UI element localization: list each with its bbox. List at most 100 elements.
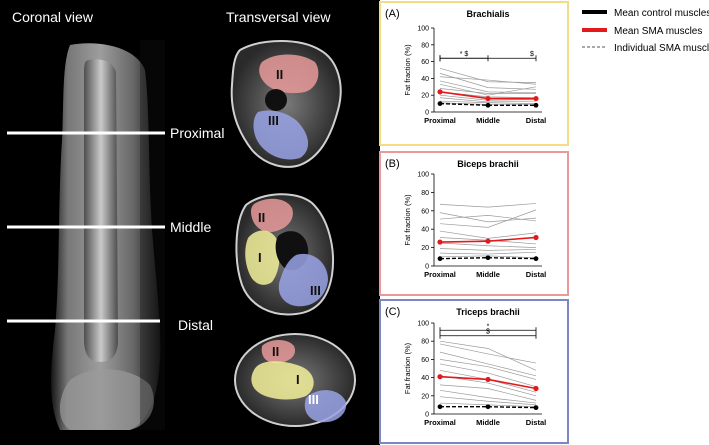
individual-sma-line [439,248,537,251]
y-axis-label: Fat fraction (%) [403,194,412,246]
panel-a-frame [379,1,569,146]
muscle-label-biceps-proximal: II [276,67,283,82]
mean-control-point [437,256,443,262]
y-tick-label: 0 [425,110,429,117]
y-tick-label: 20 [421,393,429,400]
individual-sma-line [439,67,537,83]
mean-control-point [437,101,443,106]
y-tick-label: 80 [421,339,429,346]
y-tick-label: 0 [425,264,429,271]
y-tick-label: 40 [421,375,429,382]
individual-sma-line [439,215,537,222]
individual-sma-line [439,396,537,406]
mean-control-point [533,256,539,262]
axial-slice-middle: II I III [235,193,334,316]
mean-control-point [533,405,539,411]
x-tick-label: Middle [476,418,500,427]
muscle-label-triceps-distal: III [308,392,319,407]
level-label-middle: Middle [170,219,211,235]
mean-sma-point [437,239,443,245]
mean-control-point [533,102,539,108]
axial-slice-proximal: II III [230,40,342,168]
mean-sma-point [437,89,443,95]
significance-label: $ [486,329,490,336]
individual-sma-line [439,351,537,377]
individual-sma-line [439,83,537,96]
y-axis-label: Fat fraction (%) [403,342,412,394]
y-tick-label: 100 [417,26,429,33]
axial-slice-distal: II I III [234,333,356,427]
panel-c: (C) Triceps brachii 0 20 40 60 80 100 Fat fracti… [379,299,569,444]
significance-label: $ [530,51,534,58]
y-tick-label: 100 [417,172,429,179]
y-tick-label: 0 [425,412,429,419]
y-tick-label: 80 [421,42,429,49]
individual-sma-line [439,242,537,248]
muscle-label-biceps-distal: II [272,344,279,359]
coronal-image [51,40,165,430]
individual-sma-line [439,76,537,85]
x-tick-label: Distal [526,116,546,125]
mean-sma-point [485,238,491,244]
mean-sma-point [485,95,491,102]
legend: Mean control muscles Mean SMA muscles In… [582,8,709,54]
x-tick-label: Middle [476,270,500,279]
y-tick-label: 20 [421,93,429,100]
legend-label-individual: Individual SMA muscles [614,43,709,54]
level-label-distal: Distal [178,317,213,333]
individual-sma-line [439,340,537,371]
individual-sma-line [439,363,537,388]
mean-sma-point [485,376,491,383]
coronal-view-title: Coronal view [12,9,94,25]
panel-c-letter: (C) [385,306,400,318]
individual-sma-line [439,80,537,94]
x-tick-label: Proximal [424,418,456,427]
individual-sma-line [439,100,537,104]
panel-b-letter: (B) [385,158,400,170]
muscle-label-triceps-middle: III [310,283,321,298]
mean-control-point [485,102,491,108]
panel-a-title: Brachialis [466,9,509,19]
y-tick-label: 80 [421,190,429,197]
significance-label: * [487,323,490,330]
y-tick-label: 100 [417,321,429,328]
x-tick-label: Proximal [424,270,456,279]
muscle-label-biceps-middle: II [258,210,265,225]
individual-sma-line [439,389,537,404]
mri-panel: Coronal view Transversal view Proximal M… [0,0,380,445]
individual-sma-line [439,384,537,401]
panel-c-frame [379,299,569,444]
individual-sma-line [439,209,537,228]
panel-a: (A) Brachialis 0 20 40 60 80 100 Fat fraction (%… [379,1,569,146]
y-tick-label: 40 [421,227,429,234]
individual-sma-line [439,359,537,380]
panel-b-frame [379,151,569,296]
mean-sma-point [533,385,539,392]
panel-a-letter: (A) [385,8,400,20]
muscle-label-triceps-proximal: III [268,113,279,128]
legend-label-sma: Mean SMA muscles [614,26,702,37]
y-tick-label: 60 [421,59,429,66]
mean-control-point [485,255,491,261]
y-tick-label: 60 [421,208,429,215]
transversal-view-title: Transversal view [226,9,331,25]
chart-panels: (A) Brachialis 0 20 40 60 80 100 Fat fraction (%… [379,1,569,444]
individual-sma-line [439,343,537,364]
legend-label-control: Mean control muscles [614,8,709,19]
x-tick-label: Distal [526,418,546,427]
individual-sma-line [439,203,537,208]
individual-sma-line [439,230,537,239]
significance-label: * $ [460,51,469,58]
mean-sma-point [533,234,539,241]
mean-sma-point [437,374,443,380]
panel-c-title: Triceps brachii [456,307,520,317]
mean-sma-point [533,95,539,102]
muscle-label-brachialis-middle: I [258,250,262,265]
individual-sma-line [439,97,537,103]
individual-sma-line [439,88,536,94]
y-tick-label: 40 [421,76,429,83]
mean-control-point [437,404,443,410]
level-label-proximal: Proximal [170,125,224,141]
panel-b: (B) Biceps brachii 0 20 40 60 80 100 Fat fractio… [379,151,569,296]
mean-control-point [485,404,491,410]
